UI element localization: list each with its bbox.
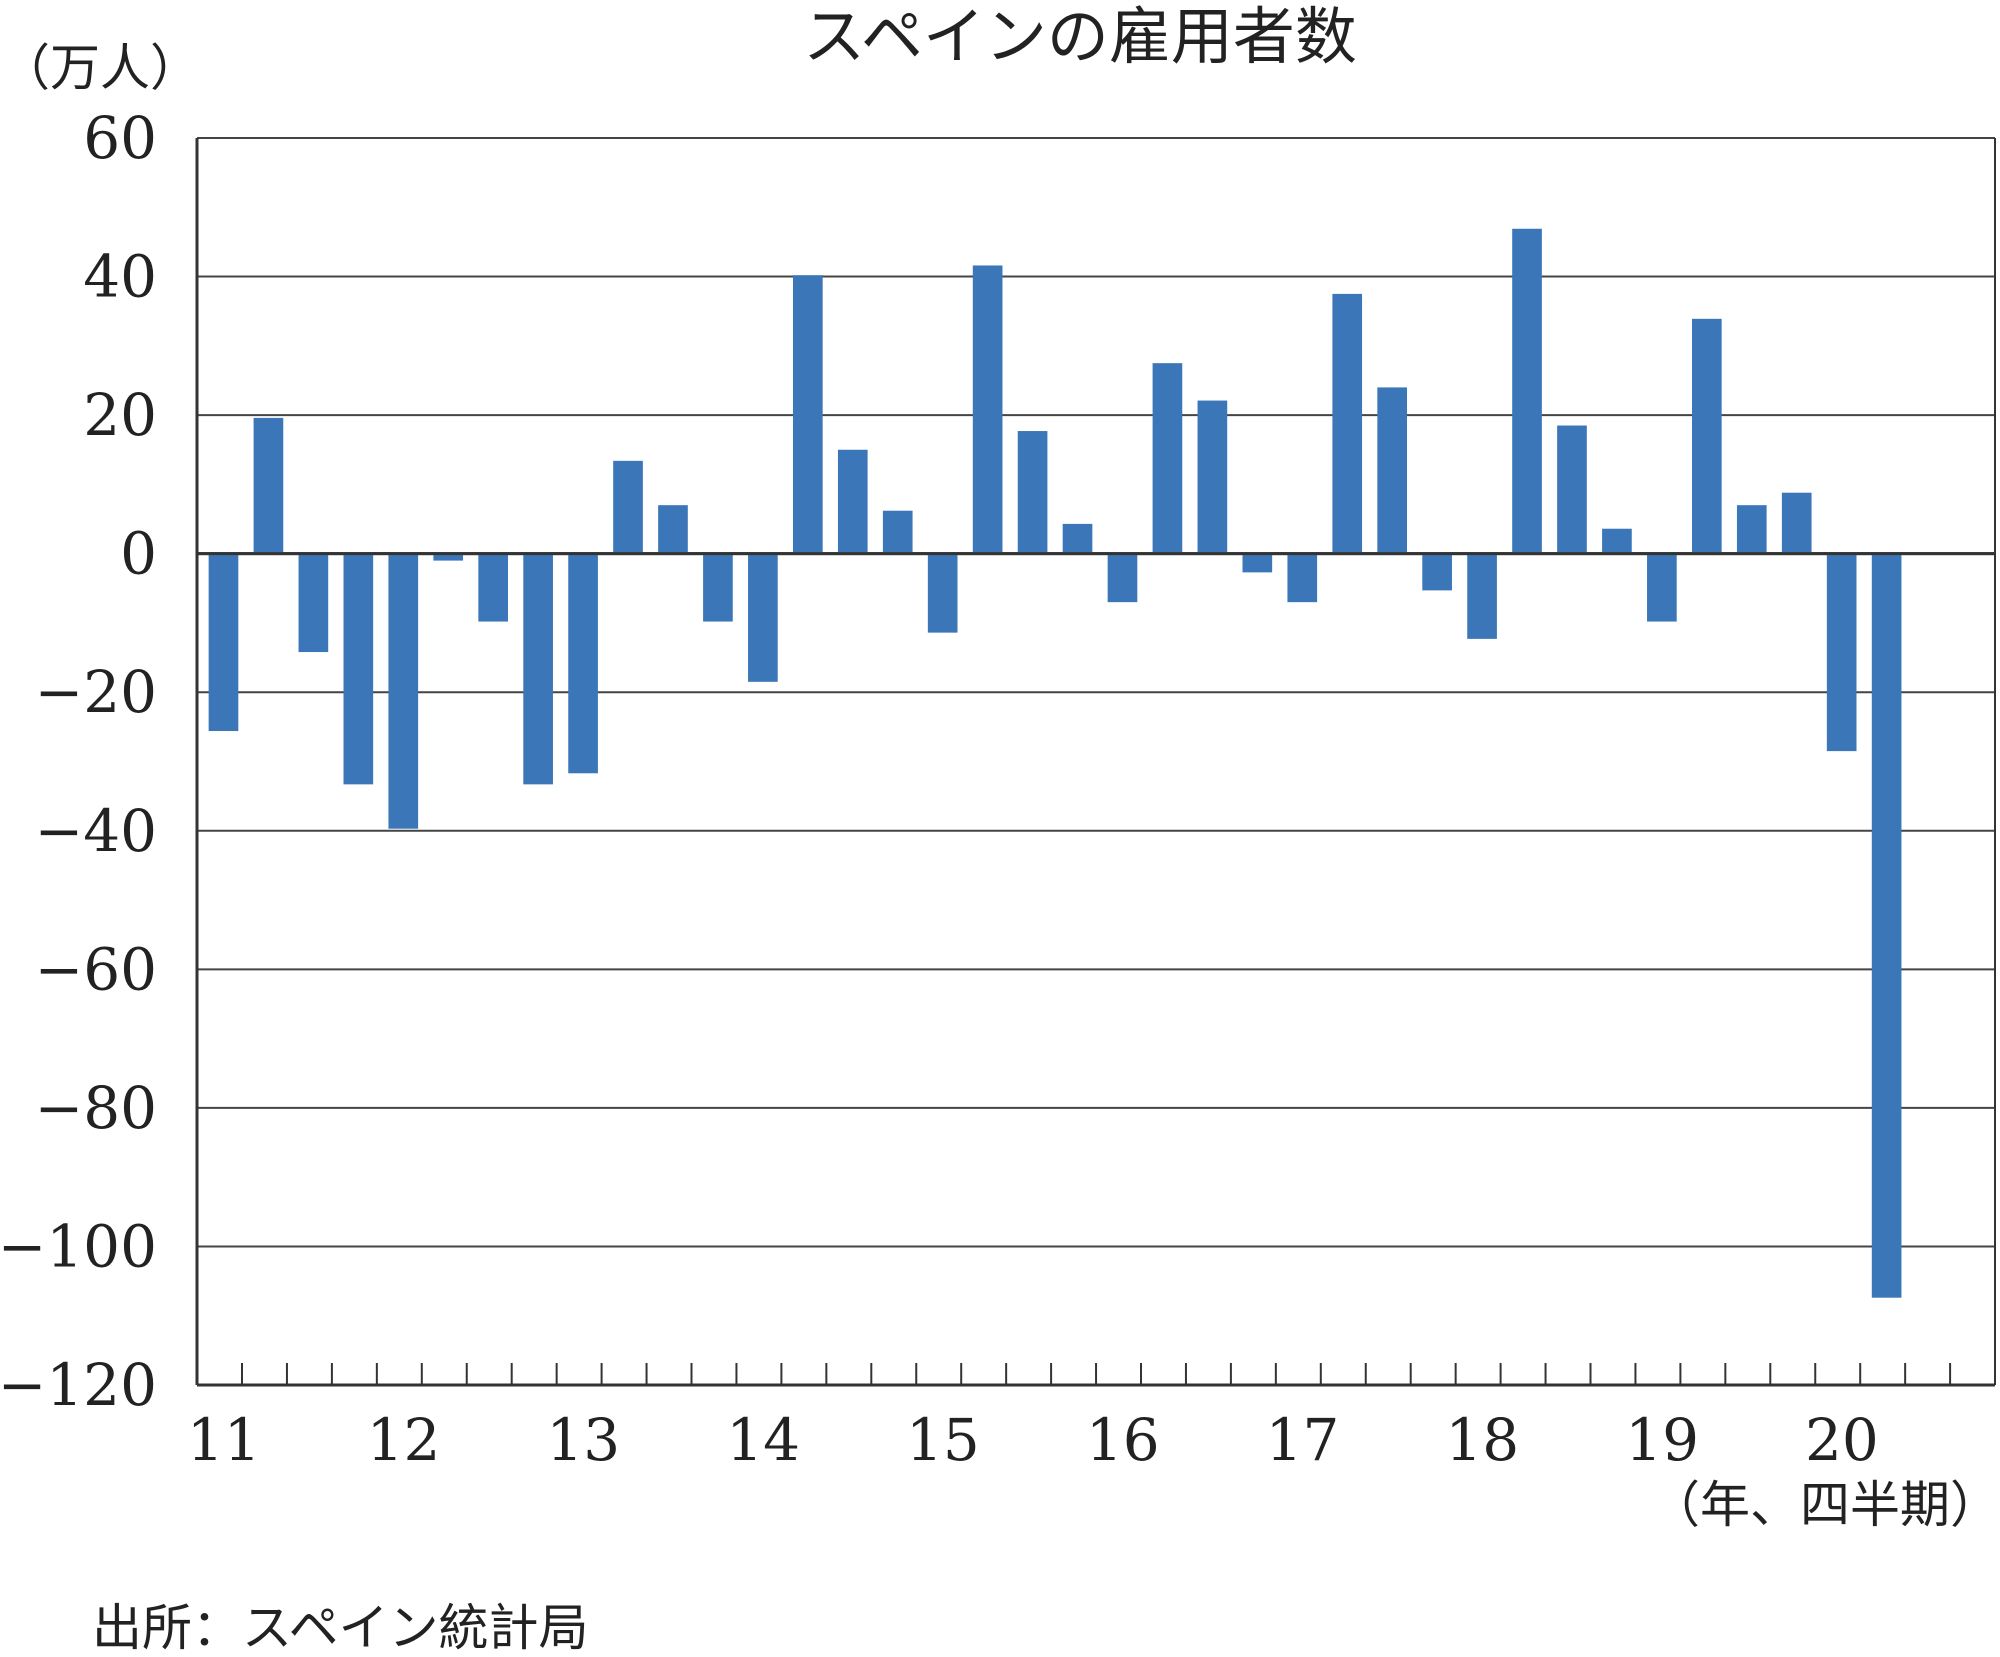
x-tick-label: 14 bbox=[726, 1406, 800, 1474]
x-tick-label: 12 bbox=[367, 1406, 441, 1474]
bar bbox=[613, 460, 643, 554]
y-axis-unit: （万人） bbox=[0, 39, 200, 97]
source-note: 出所：スペイン統計局 bbox=[92, 1599, 589, 1657]
bars bbox=[197, 228, 1995, 1298]
x-tick-label: 15 bbox=[906, 1406, 980, 1474]
bar bbox=[748, 553, 778, 682]
bar bbox=[658, 505, 688, 554]
bar bbox=[792, 275, 823, 554]
bar bbox=[1377, 387, 1408, 554]
y-tick-label: −60 bbox=[35, 935, 157, 1003]
chart-title: スペインの雇用者数 bbox=[803, 0, 1357, 73]
bar bbox=[703, 553, 733, 622]
bar bbox=[972, 265, 1003, 554]
bar bbox=[1017, 431, 1048, 554]
gridlines bbox=[197, 137, 1995, 1386]
x-tick-label: 16 bbox=[1086, 1406, 1160, 1474]
bar bbox=[523, 553, 553, 785]
bar bbox=[1781, 492, 1812, 554]
bar bbox=[1557, 425, 1587, 554]
bar bbox=[253, 417, 284, 554]
bar bbox=[1062, 523, 1093, 554]
bar bbox=[1467, 553, 1497, 639]
x-tick-labels: 11 12 13 14 15 16 17 18 19 20 bbox=[187, 1406, 1879, 1474]
bar bbox=[1826, 553, 1857, 752]
x-tick-label: 19 bbox=[1625, 1406, 1699, 1474]
bar bbox=[1512, 228, 1542, 554]
y-tick-label: −80 bbox=[35, 1074, 157, 1142]
bar bbox=[1152, 363, 1183, 554]
bar bbox=[882, 510, 913, 554]
y-tick-label: 40 bbox=[83, 243, 157, 311]
bar bbox=[208, 553, 239, 732]
bar bbox=[1647, 553, 1677, 622]
bar bbox=[478, 553, 509, 622]
bar bbox=[1107, 553, 1138, 603]
x-tick-label: 20 bbox=[1805, 1406, 1879, 1474]
y-tick-label: −100 bbox=[0, 1212, 157, 1280]
bar bbox=[837, 449, 868, 554]
bar bbox=[568, 553, 598, 774]
y-tick-label: −40 bbox=[35, 797, 157, 865]
x-tick-label: 11 bbox=[187, 1406, 261, 1474]
bar bbox=[1871, 553, 1902, 1298]
bar bbox=[1602, 528, 1632, 554]
y-tick-label: 20 bbox=[83, 381, 157, 449]
x-tick-label: 18 bbox=[1445, 1406, 1519, 1474]
bar bbox=[1287, 553, 1318, 603]
bar bbox=[388, 553, 419, 829]
bar bbox=[1332, 293, 1363, 554]
y-tick-label: −20 bbox=[35, 658, 157, 726]
bar bbox=[1691, 318, 1722, 554]
y-tick-labels: 60 40 20 0 −20 −40 −60 −80 −100 −120 bbox=[0, 104, 157, 1419]
bar bbox=[1422, 553, 1452, 591]
x-axis-unit: （年、四半期） bbox=[1650, 1476, 2000, 1534]
bar bbox=[927, 553, 958, 633]
bar bbox=[343, 553, 374, 785]
y-tick-label: 60 bbox=[83, 104, 157, 172]
x-tick-label: 17 bbox=[1266, 1406, 1340, 1474]
axes bbox=[195, 138, 1996, 1387]
bar bbox=[433, 553, 464, 561]
bar bbox=[1736, 505, 1767, 554]
bar bbox=[1242, 553, 1273, 573]
bar bbox=[298, 553, 329, 653]
x-tick-label: 13 bbox=[546, 1406, 620, 1474]
y-tick-label: −120 bbox=[0, 1351, 157, 1419]
y-tick-label: 0 bbox=[120, 520, 157, 588]
bar bbox=[1197, 400, 1228, 554]
